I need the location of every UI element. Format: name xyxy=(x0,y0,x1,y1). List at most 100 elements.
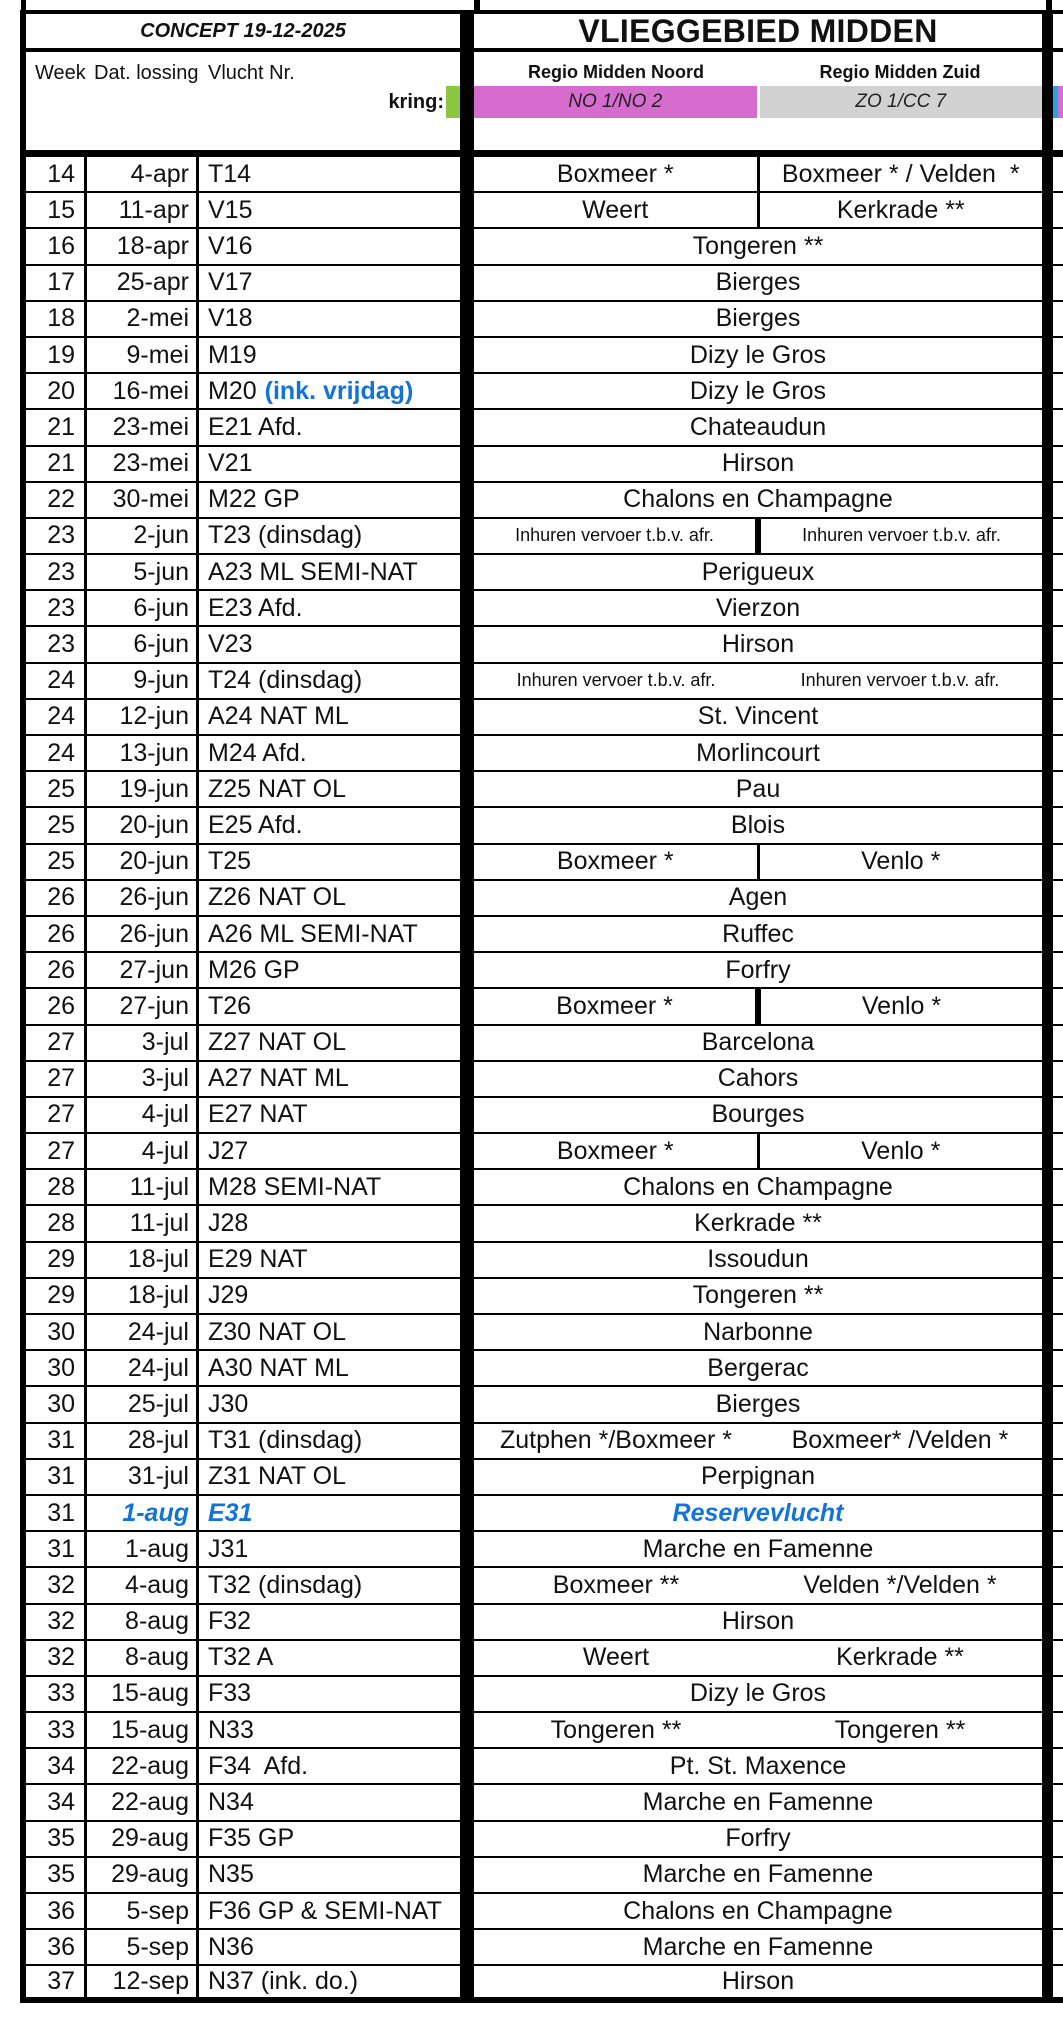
flight-label: F36 GP & SEMI-NAT xyxy=(208,1896,442,1925)
flight-cell: T32 (dinsdag) xyxy=(199,1568,460,1602)
week-cell: 30 xyxy=(47,1353,75,1382)
right-border xyxy=(1042,1061,1053,1096)
locations-cell: Tongeren ** xyxy=(474,1279,1042,1313)
right-border xyxy=(1042,1785,1053,1820)
cell-border xyxy=(84,518,87,554)
cutoff-column xyxy=(1053,772,1063,807)
cell-border xyxy=(196,880,199,915)
cutoff-column xyxy=(1053,1604,1063,1639)
table-row: 23 5-jun A23 ML SEMI-NAT Perigueux xyxy=(26,555,1063,592)
cutoff-column xyxy=(1053,1495,1063,1531)
flight-cell: N36 xyxy=(199,1930,460,1964)
right-border xyxy=(1042,880,1053,915)
flight-note: (ink. vrijdag) xyxy=(264,376,414,405)
right-border xyxy=(1042,953,1053,988)
date-cell: 1-aug xyxy=(122,1498,189,1527)
table-row: 25 19-jun Z25 NAT OL Pau xyxy=(26,772,1063,809)
locations-cell: Bergerac xyxy=(474,1351,1042,1385)
week-cell: 21 xyxy=(47,449,75,478)
right-border xyxy=(1042,1604,1053,1639)
cell-border xyxy=(196,916,199,952)
flight-cell: E31 xyxy=(199,1496,460,1530)
right-border xyxy=(1042,410,1053,445)
date-cell: 12-jun xyxy=(119,702,190,731)
date-cell: 3-jul xyxy=(141,1064,189,1093)
concept-cell: CONCEPT 19-12-2025 xyxy=(26,14,460,48)
table-row: 29 18-jul E29 NAT Issoudun xyxy=(26,1242,1063,1279)
right-border xyxy=(1042,1568,1053,1603)
locations-cell: Barcelona xyxy=(474,1026,1042,1060)
kring-zuid-value: ZO 1/CC 7 xyxy=(855,91,947,112)
flight-label: V23 xyxy=(208,630,253,659)
location-text: Tongeren ** xyxy=(834,1715,966,1744)
flight-cell: J31 xyxy=(199,1532,460,1566)
locations-cell: Perpignan xyxy=(474,1460,1042,1494)
cell-border xyxy=(196,591,199,626)
location-text: Forfry xyxy=(725,1824,791,1853)
date-cell: 4-jul xyxy=(141,1100,189,1129)
flight-cell: V21 xyxy=(199,447,460,481)
cutoff-column xyxy=(1053,736,1063,771)
flight-cell: Z27 NAT OL xyxy=(199,1026,460,1060)
panel-divider xyxy=(460,52,474,150)
right-border xyxy=(1042,265,1053,300)
cell-border xyxy=(196,1568,199,1603)
date-cell: 3-jul xyxy=(141,1028,189,1057)
flight-label: E23 Afd. xyxy=(208,593,303,622)
cell-border xyxy=(84,374,87,409)
flight-cell: E25 Afd. xyxy=(199,808,460,842)
cell-border xyxy=(84,736,87,771)
date-cell: 8-aug xyxy=(125,1607,189,1636)
location-text: Perpignan xyxy=(701,1462,815,1491)
cutoff-column xyxy=(1053,1315,1063,1350)
location-text: Boxmeer * xyxy=(556,159,674,188)
table-row: 33 15-aug F33 Dizy le Gros xyxy=(26,1676,1063,1714)
flight-label: N37 (ink. do.) xyxy=(208,1966,359,1995)
flight-label: T31 (dinsdag) xyxy=(208,1426,363,1455)
flight-cell: A27 NAT ML xyxy=(199,1062,460,1096)
flight-cell: F32 xyxy=(199,1605,460,1639)
table-row: 24 12-jun A24 NAT ML St. Vincent xyxy=(26,699,1063,736)
cutoff-column xyxy=(1053,1532,1063,1567)
locations-cell: Dizy le Gros xyxy=(474,374,1042,408)
locations-cell: Weert Kerkrade ** xyxy=(474,193,1042,228)
location-text: Reservevlucht xyxy=(672,1498,844,1527)
cutoff-column xyxy=(1053,1930,1063,1965)
flight-cell: E29 NAT xyxy=(199,1243,460,1277)
panel-divider xyxy=(460,989,474,1024)
flight-cell: J30 xyxy=(199,1387,460,1421)
week-cell: 20 xyxy=(47,376,75,405)
location-text: Marche en Famenne xyxy=(642,1860,874,1889)
date-cell: 20-jun xyxy=(119,847,190,876)
locations-cell: Weert Kerkrade ** xyxy=(474,1641,1042,1675)
cutoff-column xyxy=(1053,446,1063,481)
table-row: 31 1-aug E31 Reservevlucht xyxy=(26,1495,1063,1533)
panel-divider xyxy=(460,157,474,192)
week-cell: 23 xyxy=(47,593,75,622)
flight-label: A26 ML SEMI-NAT xyxy=(208,919,418,948)
cutoff-column xyxy=(1053,1061,1063,1096)
kring-green-swatch xyxy=(446,86,460,118)
cutoff-column xyxy=(1053,1459,1063,1494)
locations-cell: Morlincourt xyxy=(474,736,1042,770)
flight-label: T26 xyxy=(208,991,252,1020)
week-cell: 29 xyxy=(47,1281,75,1310)
cutoff-column xyxy=(1053,627,1063,662)
flight-cell: V23 xyxy=(199,627,460,661)
panel-divider xyxy=(460,1351,474,1386)
flight-cell: A26 ML SEMI-NAT xyxy=(199,917,460,951)
date-cell: 22-aug xyxy=(111,1751,189,1780)
cell-border xyxy=(84,953,87,988)
week-cell: 35 xyxy=(47,1860,75,1889)
location-text: Kerkrade ** xyxy=(694,1209,822,1238)
cell-border xyxy=(196,1495,199,1531)
week-cell: 26 xyxy=(47,883,75,912)
location-text: Tongeren ** xyxy=(550,1715,682,1744)
panel-divider xyxy=(460,1278,474,1313)
flight-cell: M26 GP xyxy=(199,953,460,987)
date-cell: 19-jun xyxy=(119,774,190,803)
cell-border xyxy=(84,772,87,807)
location-text: Blois xyxy=(730,810,786,839)
locations-cell: Blois xyxy=(474,808,1042,842)
cell-border xyxy=(84,1532,87,1567)
